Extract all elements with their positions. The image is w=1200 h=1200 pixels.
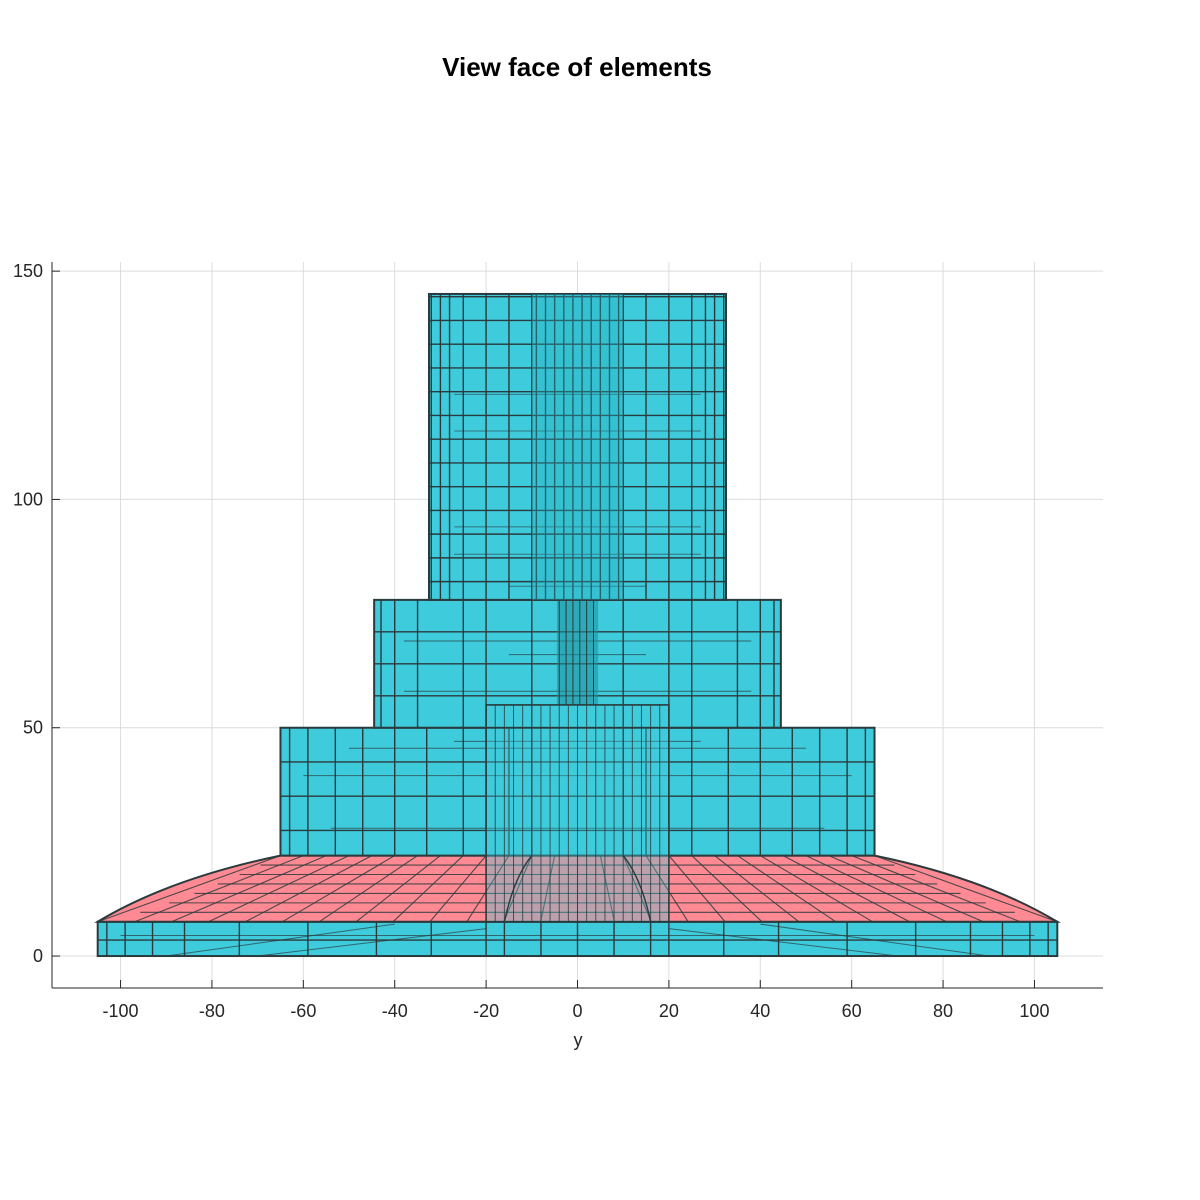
base-slab-perspective-line	[668, 928, 898, 957]
x-tick-label: -80	[199, 1001, 225, 1021]
chart-title: View face of elements	[442, 52, 712, 82]
sloped-radial-line	[97, 855, 281, 923]
x-tick-label: 20	[659, 1001, 679, 1021]
inner-core-curve-right	[622, 855, 652, 922]
sloped-radial-line	[355, 855, 441, 923]
x-tick-label: 60	[842, 1001, 862, 1021]
middle-tier-core-strip	[556, 599, 599, 705]
y-tick-label: 100	[13, 489, 43, 509]
sloped-radial-line	[622, 855, 652, 923]
axes: -100 -80 -60 -40 -20 0 20 40 60 80 100 0 50 100 150	[13, 261, 1103, 1021]
x-tick-label: -40	[382, 1001, 408, 1021]
base-slab-perspective-line	[166, 923, 395, 957]
x-tick-label: -20	[473, 1001, 499, 1021]
sloped-radial-line	[318, 855, 418, 923]
sloped-radial-line	[599, 855, 615, 922]
x-axis-label: y	[574, 1030, 583, 1050]
sloped-radial-line	[851, 855, 1021, 923]
mesh	[94, 292, 1061, 958]
sloped-radial-line	[668, 855, 726, 923]
sloped-radial-line	[760, 855, 874, 923]
sloped-radial-line	[429, 855, 487, 923]
sloped-radial-line	[208, 855, 350, 923]
y-tick-label: 0	[33, 946, 43, 966]
sloped-radial-line	[874, 855, 1058, 923]
y-tick-label: 50	[23, 718, 43, 738]
x-tick-label: 100	[1019, 1001, 1049, 1021]
top-column-core-band	[531, 293, 624, 600]
sloped-radial-line	[645, 855, 689, 923]
x-tick-label: 80	[933, 1001, 953, 1021]
sloped-radial-line	[737, 855, 837, 923]
sloped-radial-line	[245, 855, 373, 923]
sloped-radial-line	[805, 855, 947, 923]
sloped-radial-line	[714, 855, 800, 923]
y-tick-label: 150	[13, 261, 43, 281]
sloped-radial-line	[134, 855, 304, 923]
x-tick-label: 0	[572, 1001, 582, 1021]
sloped-radial-line	[171, 855, 327, 923]
sloped-radial-line	[503, 855, 533, 923]
base-slab-perspective-line	[257, 928, 487, 957]
sloped-radial-line	[782, 855, 910, 923]
sloped-radial-line	[392, 855, 464, 923]
inner-core-curve-left	[503, 855, 533, 922]
sloped-radial-line	[828, 855, 984, 923]
base-slab-perspective-line	[760, 923, 989, 957]
sloped-radial-line	[281, 855, 395, 923]
sloped-radial-line	[691, 855, 763, 923]
sloped-radial-line	[466, 855, 510, 923]
x-tick-label: 40	[750, 1001, 770, 1021]
x-tick-label: -60	[290, 1001, 316, 1021]
x-tick-label: -100	[103, 1001, 139, 1021]
sloped-radial-line	[540, 855, 556, 922]
top-column-face	[427, 292, 728, 601]
